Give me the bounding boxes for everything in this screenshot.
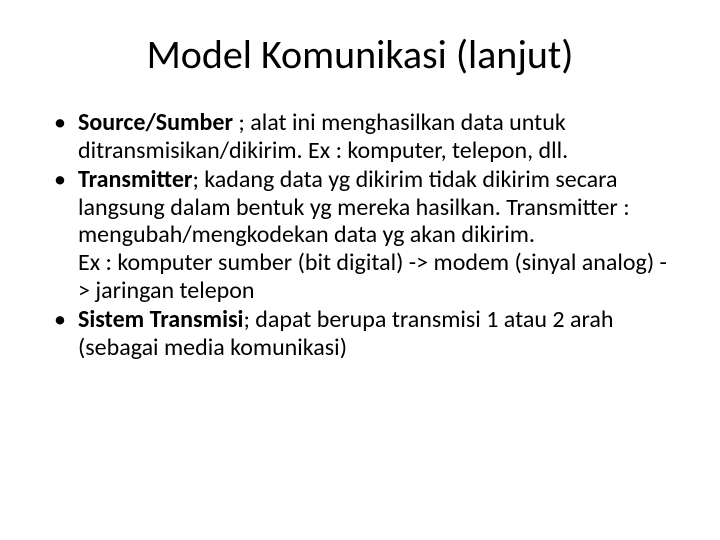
bullet-item: Source/Sumber ; alat ini menghasilkan da…: [50, 109, 670, 164]
bullet-list: Source/Sumber ; alat ini menghasilkan da…: [50, 109, 670, 361]
bullet-item: Sistem Transmisi; dapat berupa transmisi…: [50, 306, 670, 361]
term-label: Transmitter: [78, 165, 192, 194]
bullet-subtext: Ex : komputer sumber (bit digital) -> mo…: [78, 249, 670, 304]
slide-content: Source/Sumber ; alat ini menghasilkan da…: [50, 109, 670, 361]
term-label: Source/Sumber: [78, 108, 238, 137]
term-label: Sistem Transmisi: [78, 305, 243, 334]
slide-title: Model Komunikasi (lanjut): [50, 30, 670, 79]
slide: Model Komunikasi (lanjut) Source/Sumber …: [0, 0, 720, 540]
bullet-item: Transmitter; kadang data yg dikirim tida…: [50, 166, 670, 304]
